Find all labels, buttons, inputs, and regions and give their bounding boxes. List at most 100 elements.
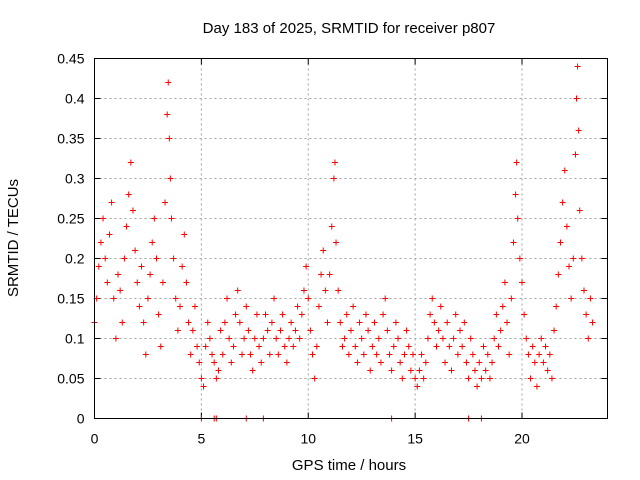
data-point — [427, 311, 434, 318]
data-point — [446, 343, 453, 350]
data-point — [523, 335, 530, 342]
y-tick-label: 0.2 — [65, 251, 85, 267]
data-point — [375, 335, 382, 342]
data-point — [151, 215, 158, 222]
data-point — [266, 351, 273, 358]
y-tick-label: 0 — [77, 411, 85, 427]
data-point — [369, 343, 376, 350]
data-point — [165, 79, 172, 86]
data-point — [262, 311, 269, 318]
data-point — [174, 327, 181, 334]
data-point — [119, 319, 126, 326]
data-point — [331, 159, 338, 166]
data-point — [136, 303, 143, 310]
data-point — [217, 327, 224, 334]
data-point — [307, 327, 314, 334]
data-point — [117, 287, 124, 294]
data-point — [290, 343, 297, 350]
data-point — [474, 383, 481, 390]
data-point — [110, 295, 117, 302]
data-point — [275, 351, 282, 358]
data-point — [286, 335, 293, 342]
data-point — [102, 255, 109, 262]
data-point — [409, 351, 416, 358]
data-point — [386, 351, 393, 358]
y-tick-label: 0.05 — [57, 371, 84, 387]
data-point — [100, 215, 107, 222]
data-point — [256, 343, 263, 350]
data-point — [465, 375, 472, 382]
data-point — [583, 311, 590, 318]
data-point — [555, 271, 562, 278]
data-point — [561, 167, 568, 174]
data-point — [294, 303, 301, 310]
data-point — [454, 351, 461, 358]
data-point — [395, 335, 402, 342]
data-point — [573, 95, 580, 102]
data-point — [228, 359, 235, 366]
data-point — [575, 127, 582, 134]
data-point — [435, 327, 442, 334]
data-point — [162, 199, 169, 206]
plot-frame — [94, 58, 608, 419]
data-point — [360, 351, 367, 358]
data-point — [433, 343, 440, 350]
data-point — [414, 383, 421, 390]
y-axis-label: SRMTID / TECUs — [5, 179, 22, 297]
data-point — [204, 319, 211, 326]
data-point — [236, 319, 243, 326]
data-point — [209, 351, 216, 358]
data-point — [249, 367, 256, 374]
data-point — [309, 351, 316, 358]
data-point — [318, 271, 325, 278]
data-point — [358, 335, 365, 342]
data-point — [497, 327, 504, 334]
data-point — [469, 351, 476, 358]
data-point — [403, 327, 410, 334]
data-point — [431, 319, 438, 326]
data-point — [277, 327, 284, 334]
data-point — [373, 351, 380, 358]
data-point — [448, 367, 455, 374]
data-point — [463, 359, 470, 366]
data-point — [224, 295, 231, 302]
data-point — [215, 367, 222, 374]
data-point — [260, 335, 267, 342]
data-point — [437, 303, 444, 310]
data-point — [313, 343, 320, 350]
data-point — [424, 335, 431, 342]
data-point — [467, 335, 474, 342]
data-point — [183, 279, 190, 286]
data-point — [167, 175, 174, 182]
data-point — [187, 351, 194, 358]
data-point — [238, 351, 245, 358]
x-axis-ticks: 0 5 10 15 20 — [91, 58, 530, 447]
y-tick-label: 0.4 — [65, 91, 85, 107]
data-point — [303, 263, 310, 270]
data-point — [572, 151, 579, 158]
data-point — [382, 295, 389, 302]
data-point — [271, 295, 278, 302]
y-tick-label: 0.3 — [65, 171, 85, 187]
data-point — [292, 327, 299, 334]
y-tick-label: 0.35 — [57, 131, 84, 147]
data-point — [305, 295, 312, 302]
data-point — [371, 319, 378, 326]
data-point — [580, 287, 587, 294]
data-point — [322, 287, 329, 294]
data-point — [420, 375, 427, 382]
x-tick-label: 0 — [91, 431, 99, 447]
data-point — [198, 375, 205, 382]
data-point — [367, 367, 374, 374]
data-point — [168, 215, 175, 222]
data-point — [491, 335, 498, 342]
x-axis-label: GPS time / hours — [292, 457, 406, 474]
data-point — [557, 239, 564, 246]
data-point — [328, 223, 335, 230]
data-point — [200, 383, 207, 390]
data-point — [339, 343, 346, 350]
data-point — [345, 351, 352, 358]
data-point — [211, 359, 218, 366]
data-point — [516, 255, 523, 262]
data-point — [452, 311, 459, 318]
